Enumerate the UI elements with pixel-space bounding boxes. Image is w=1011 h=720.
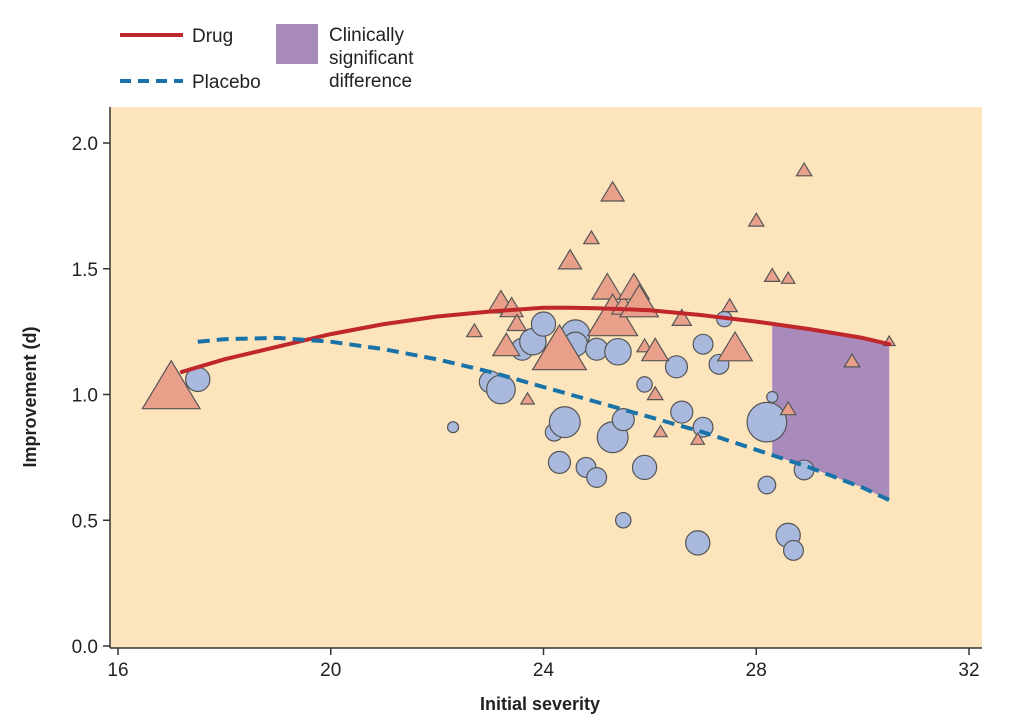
drug-trial-point <box>716 330 754 362</box>
drug-trial-point <box>747 212 765 227</box>
drug-trial-point <box>531 323 588 371</box>
shaded-region-layer <box>772 323 890 501</box>
x-axis-title: Initial severity <box>480 694 600 714</box>
legend-region-label-line1: Clinically <box>329 25 404 46</box>
legend: Drug Placebo Clinically significant diff… <box>120 24 414 93</box>
drug-trial-point <box>779 400 797 416</box>
placebo-trial-point <box>486 374 516 405</box>
placebo-trial-point <box>782 539 804 561</box>
placebo-trial-point <box>685 530 711 556</box>
x-tick-label: 28 <box>746 660 767 681</box>
drug-trial-point <box>600 180 626 202</box>
drug-trial-point <box>689 431 706 445</box>
placebo-trial-point <box>586 466 608 488</box>
legend-placebo-label: Placebo <box>192 72 261 93</box>
curve-layer <box>179 305 892 502</box>
placebo-trial-point <box>530 311 557 337</box>
drug-trial-point <box>640 337 670 362</box>
x-tick-label: 32 <box>958 660 979 681</box>
y-tick-label: 1.5 <box>72 260 98 281</box>
drug-trial-point <box>652 424 669 438</box>
drug-trial-point <box>763 267 781 282</box>
drug-trial-point <box>646 385 664 401</box>
drug-trial-point <box>671 308 693 326</box>
y-tick-label: 1.0 <box>72 386 98 407</box>
placebo-trial-point <box>604 337 632 366</box>
y-tick-label: 0.5 <box>72 511 98 532</box>
drug-trial-point <box>780 270 796 284</box>
clinically-significant-region <box>772 323 890 501</box>
placebo-trial-point <box>611 408 635 432</box>
legend-drug-label: Drug <box>192 26 233 47</box>
placebo-trial-point <box>446 421 460 434</box>
placebo-curve <box>197 335 891 502</box>
tick-layer: 16 20 24 28 32 0.0 0.5 1.0 1.5 2.0 <box>72 134 980 681</box>
placebo-trial-point <box>548 406 581 439</box>
drug-trial-point <box>590 272 624 300</box>
legend-region-label-line3: difference <box>329 71 412 92</box>
placebo-trial-point <box>631 454 658 481</box>
drug-trial-point <box>720 297 739 313</box>
placebo-trial-point <box>664 355 689 379</box>
y-tick-label: 2.0 <box>72 134 98 155</box>
drug-trial-point <box>582 229 601 245</box>
legend-region-label-line2: significant <box>329 48 414 69</box>
placebo-trial-point <box>614 511 632 529</box>
drug-trial-point <box>519 391 536 405</box>
y-axis-title: Improvement (d) <box>20 326 40 467</box>
placebo-trial-point <box>670 400 694 424</box>
placebo-trial-point <box>757 475 777 495</box>
placebo-trial-point <box>636 376 653 393</box>
placebo-trial-point <box>547 450 572 475</box>
placebo-trial-point <box>692 333 714 355</box>
x-tick-label: 20 <box>320 660 341 681</box>
x-tick-label: 24 <box>533 660 555 681</box>
x-tick-label: 16 <box>107 660 128 681</box>
placebo-trial-point <box>766 390 779 404</box>
placebo-trial-point <box>746 401 788 443</box>
y-tick-label: 0.0 <box>72 637 98 658</box>
legend-region-swatch <box>276 24 318 64</box>
drug-trial-point <box>491 332 521 357</box>
drug-trial-point <box>843 352 861 368</box>
drug-trial-point <box>141 359 202 410</box>
drug-trial-point <box>465 322 484 338</box>
drug-trial-point <box>557 248 583 270</box>
drug-trial-point <box>795 161 813 177</box>
placebo-trial-point <box>585 337 609 361</box>
drug-trial-point <box>506 313 528 332</box>
